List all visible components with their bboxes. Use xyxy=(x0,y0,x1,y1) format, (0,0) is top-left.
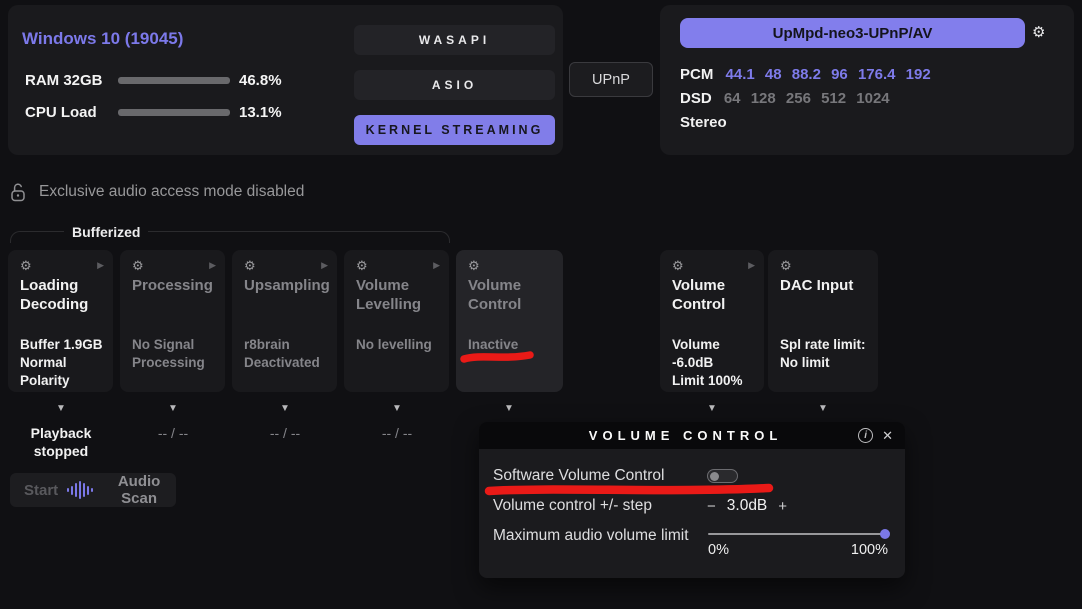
info-icon[interactable]: i xyxy=(858,428,874,443)
card-detail: Spl rate limit: No limit xyxy=(780,337,866,371)
cpu-value: 13.1% xyxy=(239,104,282,121)
popup-header[interactable]: VOLUME CONTROL i ✕ xyxy=(479,422,905,449)
card-title: Loading Decoding xyxy=(20,277,89,313)
down-arrow-icon: ▼ xyxy=(392,403,402,414)
channel-mode-label: Stereo xyxy=(680,114,727,131)
stream-status-label: -- / -- xyxy=(269,425,301,441)
exclusive-mode-row: Exclusive audio access mode disabled xyxy=(10,182,304,202)
collapse-arrow-icon: ▶ xyxy=(209,260,216,270)
software-volume-label: Software Volume Control xyxy=(493,467,665,484)
pipeline-card-processing[interactable]: ⚙ ▶ Processing No Signal Processing xyxy=(120,250,225,392)
pcm-rates: 44.1 48 88.2 96 176.4 192 xyxy=(725,66,931,83)
collapse-arrow-icon: ▶ xyxy=(97,260,104,270)
ram-meter-row: RAM 32GB 46.8% xyxy=(25,72,282,89)
gear-icon[interactable]: ⚙ xyxy=(672,258,684,273)
close-icon[interactable]: ✕ xyxy=(882,427,893,443)
gear-icon[interactable]: ⚙ xyxy=(780,258,792,273)
ram-value: 46.8% xyxy=(239,72,282,89)
audio-scan-button[interactable]: Start Audio Scan xyxy=(10,473,176,507)
software-volume-toggle[interactable] xyxy=(707,469,738,483)
down-arrow-icon: ▼ xyxy=(707,403,717,414)
cpu-meter-row: CPU Load 13.1% xyxy=(25,104,282,121)
pcm-label: PCM xyxy=(680,66,714,83)
step-increase-button[interactable]: + xyxy=(778,497,788,515)
gear-icon[interactable]: ⚙ xyxy=(244,258,256,273)
limit-max-label: 100% xyxy=(850,542,888,558)
pipeline-card-volume-levelling[interactable]: ⚙ ▶ Volume Levelling No levelling xyxy=(344,250,449,392)
kernel-streaming-button[interactable]: KERNEL STREAMING xyxy=(354,115,555,145)
gear-icon[interactable]: ⚙ xyxy=(20,258,32,273)
pipeline-card-dac-input[interactable]: ⚙ DAC Input Spl rate limit: No limit xyxy=(768,250,878,392)
volume-limit-slider[interactable] xyxy=(708,529,890,539)
lock-open-icon xyxy=(10,182,27,202)
pipeline-card-volume-control-inactive[interactable]: ⚙ Volume Control Inactive xyxy=(456,250,563,392)
bufferized-group-label: Bufferized xyxy=(64,224,149,240)
asio-button[interactable]: ASIO xyxy=(354,70,555,100)
card-title: Processing xyxy=(132,277,213,294)
pipeline-card-upsampling[interactable]: ⚙ ▶ Upsampling r8brain Deactivated xyxy=(232,250,337,392)
device-settings-gear-icon[interactable]: ⚙ xyxy=(1032,24,1046,41)
down-arrow-icon: ▼ xyxy=(818,403,828,414)
red-underline-annotation xyxy=(460,351,534,363)
stream-status-label: -- / -- xyxy=(381,425,413,441)
card-title: Volume Levelling xyxy=(356,277,422,313)
card-title: DAC Input xyxy=(780,277,854,294)
exclusive-mode-text: Exclusive audio access mode disabled xyxy=(39,183,305,200)
volume-limit-knob[interactable] xyxy=(880,529,890,539)
popup-title: VOLUME CONTROL xyxy=(588,428,783,443)
card-title: Upsampling xyxy=(244,277,330,294)
limit-min-label: 0% xyxy=(708,542,729,558)
ram-meter-track xyxy=(118,77,230,84)
card-detail: Volume -6.0dB Limit 100% xyxy=(672,337,743,389)
dsd-rates-row: DSD 64 128 256 512 1024 xyxy=(680,90,890,107)
dsd-rates: 64 128 256 512 1024 xyxy=(723,90,890,107)
card-title: Volume Control xyxy=(672,277,726,313)
audio-scan-label: Audio Scan xyxy=(117,473,161,507)
device-select-button[interactable]: UpMpd-neo3-UPnP/AV xyxy=(680,18,1025,48)
toggle-knob xyxy=(710,471,719,481)
step-decrease-button[interactable]: − xyxy=(707,497,716,515)
gear-icon[interactable]: ⚙ xyxy=(132,258,144,273)
down-arrow-icon: ▼ xyxy=(168,403,178,414)
wasapi-button[interactable]: WASAPI xyxy=(354,25,555,55)
waveform-icon xyxy=(67,481,94,499)
down-arrow-icon: ▼ xyxy=(504,403,514,414)
volume-limit-range-labels: 0% 100% xyxy=(708,542,888,558)
card-detail: No levelling xyxy=(356,337,432,352)
gear-icon[interactable]: ⚙ xyxy=(468,258,480,273)
cpu-meter-track xyxy=(118,109,230,116)
device-card: UpMpd-neo3-UPnP/AV ⚙ PCM 44.1 48 88.2 96… xyxy=(660,5,1074,155)
volume-step-stepper: − 3.0dB + xyxy=(707,497,787,515)
card-detail: Buffer 1.9GB Normal Polarity xyxy=(20,337,103,389)
collapse-arrow-icon: ▶ xyxy=(433,260,440,270)
gear-icon[interactable]: ⚙ xyxy=(356,258,368,273)
down-arrow-icon: ▼ xyxy=(56,403,66,414)
dsd-label: DSD xyxy=(680,90,712,107)
volume-limit-label: Maximum audio volume limit xyxy=(493,527,689,544)
collapse-arrow-icon: ▶ xyxy=(321,260,328,270)
pipeline-card-volume-control-active[interactable]: ⚙ ▶ Volume Control Volume -6.0dB Limit 1… xyxy=(660,250,764,392)
pipeline-card-loading-decoding[interactable]: ⚙ ▶ Loading Decoding Buffer 1.9GB Normal… xyxy=(8,250,113,392)
system-card: Windows 10 (19045) RAM 32GB 46.8% CPU Lo… xyxy=(8,5,563,155)
stream-status-label: -- / -- xyxy=(157,425,189,441)
down-arrow-icon: ▼ xyxy=(280,403,290,414)
step-value: 3.0dB xyxy=(726,497,768,514)
card-detail: No Signal Processing xyxy=(132,337,205,371)
volume-step-label: Volume control +/- step xyxy=(493,497,652,514)
volume-control-popup: VOLUME CONTROL i ✕ Software Volume Contr… xyxy=(479,422,905,578)
red-underline-annotation xyxy=(484,483,774,496)
card-detail: r8brain Deactivated xyxy=(244,337,320,371)
cpu-label: CPU Load xyxy=(25,104,97,121)
playback-status-label: Playback stopped xyxy=(30,425,92,460)
pcm-rates-row: PCM 44.1 48 88.2 96 176.4 192 xyxy=(680,66,931,83)
os-version-label: Windows 10 (19045) xyxy=(22,29,184,48)
collapse-arrow-icon: ▶ xyxy=(748,260,755,270)
card-title: Volume Control xyxy=(468,277,522,313)
upnp-button[interactable]: UPnP xyxy=(569,62,653,97)
ram-label: RAM 32GB xyxy=(25,72,103,89)
audio-scan-start-label: Start xyxy=(24,481,59,499)
card-detail: Inactive xyxy=(468,337,519,352)
bufferized-group-border xyxy=(10,231,450,243)
